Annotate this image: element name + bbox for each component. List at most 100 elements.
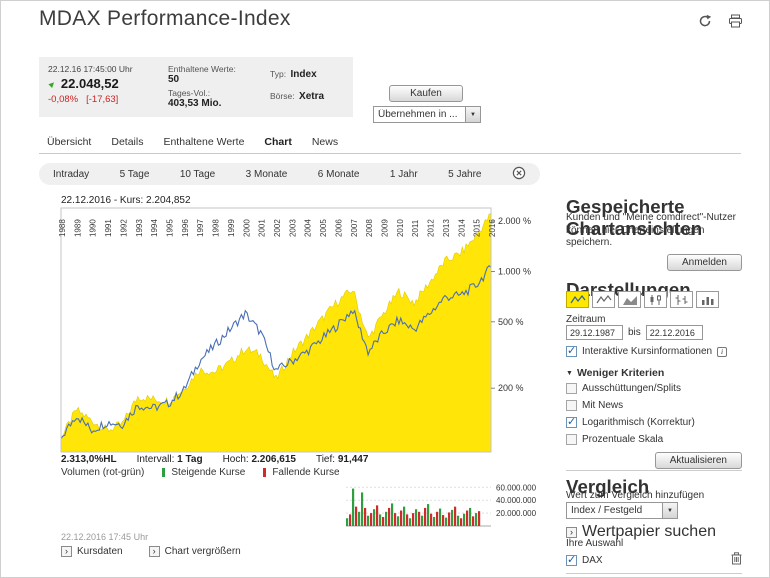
legend-down-label: Fallende Kurse [272, 467, 340, 478]
criteria-row[interactable]: Prozentuale Skala [566, 434, 742, 445]
type-value: Index [290, 69, 317, 80]
volume-chart: 60.000.000 40.000.000 20.000.000 [346, 483, 537, 527]
chart-type-line-button[interactable] [566, 291, 589, 308]
range-1-jahr[interactable]: 1 Jahr [389, 168, 418, 180]
range-5-jahre[interactable]: 5 Jahre [448, 168, 482, 180]
svg-text:1997: 1997 [196, 219, 205, 237]
criteria-toggle-label: Weniger Kriterien [576, 367, 665, 379]
chart-sidebar: Gespeicherte Chartansichten Kunden und "… [566, 196, 742, 576]
chart-type-area-button[interactable] [618, 291, 641, 308]
criteria-toggle[interactable]: ▼ Weniger Kriterien [566, 367, 742, 379]
interactive-info-checkbox-row[interactable]: Interaktive Kursinformationen i [566, 344, 742, 357]
svg-text:2001: 2001 [258, 219, 267, 237]
day-volume-label: Tages-Vol.: [168, 88, 211, 98]
update-button[interactable]: Aktualisieren [654, 452, 742, 469]
chart-vergroessern-link[interactable]: › Chart vergrößern [148, 546, 241, 557]
svg-text:20.000.000: 20.000.000 [496, 509, 537, 518]
login-button[interactable]: Anmelden [666, 254, 742, 271]
range-5-tage[interactable]: 5 Tage [119, 168, 150, 180]
svg-text:2005: 2005 [319, 219, 328, 237]
splits-checkbox[interactable] [566, 383, 577, 394]
type-label: Typ: [270, 69, 287, 79]
logarithmic-label: Logarithmisch (Korrektur) [582, 417, 695, 428]
svg-text:2002: 2002 [273, 219, 282, 237]
logarithmic-checkbox[interactable] [566, 415, 577, 428]
saved-views-title: Gespeicherte Chartansichten [566, 196, 703, 239]
svg-text:1989: 1989 [73, 219, 82, 237]
refresh-icon[interactable] [698, 14, 712, 31]
interactive-info-checkbox[interactable] [566, 344, 577, 357]
svg-text:2006: 2006 [334, 219, 343, 237]
transfer-select[interactable]: Übernehmen in ... ▼ [373, 106, 481, 123]
range-intraday[interactable]: Intraday [53, 168, 90, 180]
volume-legend: Volumen (rot-grün) Steigende Kurse Falle… [61, 467, 340, 478]
exchange-value: Xetra [299, 91, 325, 102]
contained-values: 50 [168, 74, 180, 85]
chart-type-line2-button[interactable] [592, 291, 615, 308]
range-6-monate[interactable]: 6 Monate [317, 168, 360, 180]
chevron-down-icon[interactable]: ▼ [465, 107, 480, 122]
range-10-tage[interactable]: 10 Tage [179, 168, 216, 180]
svg-text:2010: 2010 [396, 219, 405, 237]
stats-range: 2.313,0%HL [61, 454, 117, 465]
trend-up-icon: ▲ [45, 76, 60, 91]
print-icon[interactable] [728, 14, 743, 31]
stats-high-label: Hoch: [222, 454, 249, 465]
kursdaten-link[interactable]: › Kursdaten [61, 546, 123, 557]
interactive-info-label: Interaktive Kursinformationen [582, 346, 713, 357]
percent-scale-checkbox[interactable] [566, 434, 577, 445]
stats-interval-label: Intervall: [136, 454, 175, 465]
divider [566, 470, 742, 471]
tab-news[interactable]: News [311, 136, 339, 148]
period-to-input[interactable] [645, 325, 703, 340]
svg-text:2.000 %: 2.000 % [498, 216, 531, 226]
tab-enthaltene-werte[interactable]: Enthaltene Werte [163, 136, 245, 148]
svg-text:2003: 2003 [288, 219, 297, 237]
chart-type-bar-button[interactable] [696, 291, 719, 308]
period-from-input[interactable] [566, 325, 623, 340]
svg-text:1999: 1999 [227, 219, 236, 237]
search-security-label: Wertpapier suchen [582, 523, 716, 540]
range-3-monate[interactable]: 3 Monate [245, 168, 288, 180]
chart-stats: 2.313,0%HL Intervall: 1 Tag Hoch: 2.206,… [61, 454, 368, 465]
triangle-down-icon: ▼ [566, 369, 573, 377]
trash-icon[interactable] [731, 552, 742, 568]
svg-text:200 %: 200 % [498, 383, 524, 393]
chevron-down-icon[interactable]: ▼ [662, 503, 677, 518]
svg-text:1991: 1991 [104, 219, 113, 237]
svg-text:60.000.000: 60.000.000 [496, 483, 537, 492]
svg-text:1988: 1988 [58, 219, 67, 237]
compare-text: Wert zum Vergleich hinzufügen [566, 490, 705, 501]
news-label: Mit News [582, 400, 624, 411]
buy-button[interactable]: Kaufen [389, 85, 463, 102]
range-settings-icon[interactable] [512, 166, 526, 183]
svg-text:2000: 2000 [242, 219, 251, 237]
legend-up-label: Steigende Kurse [171, 467, 246, 478]
svg-text:1996: 1996 [181, 219, 190, 237]
svg-text:2016: 2016 [488, 219, 497, 237]
compare-select[interactable]: Index / Festgeld ▼ [566, 502, 678, 519]
criteria-row[interactable]: Logarithmisch (Korrektur) [566, 415, 742, 428]
svg-text:2014: 2014 [457, 219, 466, 237]
dax-checkbox[interactable] [566, 553, 577, 566]
svg-text:1994: 1994 [150, 219, 159, 237]
tab-uebersicht[interactable]: Übersicht [47, 136, 92, 148]
chart-type-buttons [566, 291, 742, 308]
criteria-row[interactable]: Mit News [566, 400, 742, 411]
chart-type-candlestick-button[interactable] [644, 291, 667, 308]
tab-details[interactable]: Details [111, 136, 144, 148]
selection-row-dax[interactable]: DAX [566, 552, 742, 574]
period-inputs: bis [566, 325, 742, 340]
svg-text:40.000.000: 40.000.000 [496, 496, 537, 505]
contained-values-label: Enthaltene Werte: [168, 64, 236, 74]
info-icon[interactable]: i [717, 346, 728, 357]
chart-type-ohlc-button[interactable] [670, 291, 693, 308]
tab-chart[interactable]: Chart [264, 136, 292, 148]
svg-text:500 %: 500 % [498, 317, 524, 327]
news-checkbox[interactable] [566, 400, 577, 411]
quote-change-percent: -0,08% [48, 94, 79, 105]
search-security-link[interactable]: › Wertpapier suchen [566, 523, 742, 541]
kursdaten-label: Kursdaten [77, 546, 123, 557]
criteria-row[interactable]: Ausschüttungen/Splits [566, 383, 742, 394]
performance-chart[interactable]: 1988 1989 1990 1991 1992 1993 1994 1995 1996 1997… [39, 206, 544, 461]
